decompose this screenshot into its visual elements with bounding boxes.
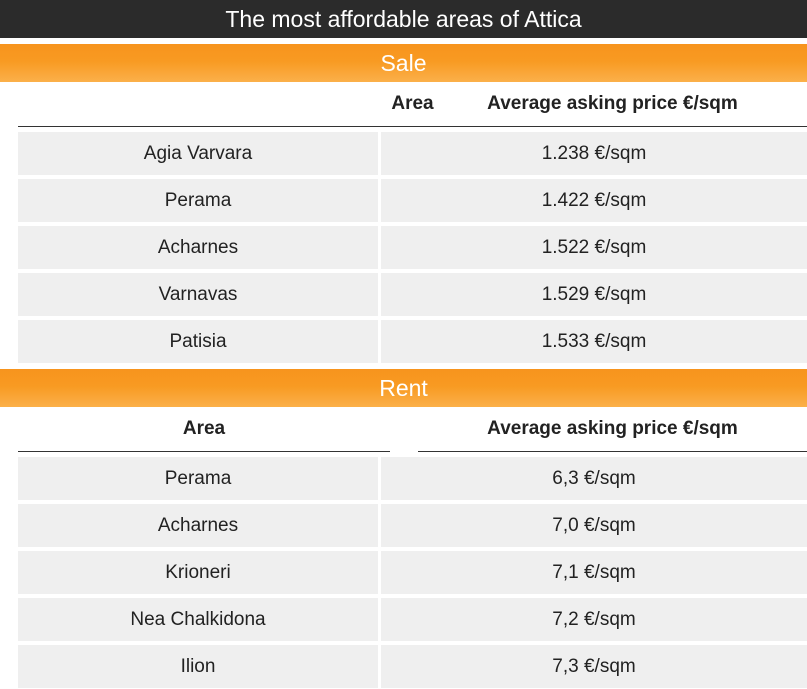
price-cell: 1.529 €/sqm	[381, 273, 807, 316]
column-header-area: Area	[18, 82, 807, 127]
table-row: Perama 1.422 €/sqm	[0, 175, 807, 222]
price-cell: 7,1 €/sqm	[381, 551, 807, 594]
table-row: Patisia 1.533 €/sqm	[0, 316, 807, 363]
price-cell: 1.422 €/sqm	[381, 179, 807, 222]
area-cell: Nea Chalkidona	[18, 598, 378, 641]
area-cell: Acharnes	[18, 226, 378, 269]
table-row: Perama 6,3 €/sqm	[0, 453, 807, 500]
rent-section: Rent Area Average asking price €/sqm Per…	[0, 369, 807, 688]
rent-rows: Perama 6,3 €/sqm Acharnes 7,0 €/sqm Krio…	[0, 453, 807, 688]
area-cell: Varnavas	[18, 273, 378, 316]
price-cell: 7,2 €/sqm	[381, 598, 807, 641]
column-header-price: Average asking price €/sqm	[487, 93, 738, 114]
column-header-area: Area	[18, 407, 390, 452]
table-row: Agia Varvara 1.238 €/sqm	[0, 128, 807, 175]
area-cell: Acharnes	[18, 504, 378, 547]
sale-rows: Agia Varvara 1.238 €/sqm Perama 1.422 €/…	[0, 128, 807, 363]
area-cell: Perama	[18, 179, 378, 222]
price-cell: 1.238 €/sqm	[381, 132, 807, 175]
area-cell: Agia Varvara	[18, 132, 378, 175]
column-headers-sale: Area Average asking price €/sqm	[0, 82, 807, 128]
table-title: The most affordable areas of Attica	[0, 0, 807, 38]
area-cell: Ilion	[18, 645, 378, 688]
price-cell: 1.533 €/sqm	[381, 320, 807, 363]
table-row: Krioneri 7,1 €/sqm	[0, 547, 807, 594]
area-cell: Perama	[18, 457, 378, 500]
column-header-price: Average asking price €/sqm	[418, 407, 807, 452]
price-cell: 7,3 €/sqm	[381, 645, 807, 688]
price-cell: 6,3 €/sqm	[381, 457, 807, 500]
table-row: Acharnes 1.522 €/sqm	[0, 222, 807, 269]
table-row: Ilion 7,3 €/sqm	[0, 641, 807, 688]
area-cell: Krioneri	[18, 551, 378, 594]
section-header-sale: Sale	[0, 44, 807, 82]
price-cell: 1.522 €/sqm	[381, 226, 807, 269]
price-cell: 7,0 €/sqm	[381, 504, 807, 547]
table-row: Nea Chalkidona 7,2 €/sqm	[0, 594, 807, 641]
section-header-rent: Rent	[0, 369, 807, 407]
table-row: Acharnes 7,0 €/sqm	[0, 500, 807, 547]
table-row: Varnavas 1.529 €/sqm	[0, 269, 807, 316]
sale-section: Sale Area Average asking price €/sqm Agi…	[0, 44, 807, 363]
column-headers-rent: Area Average asking price €/sqm	[0, 407, 807, 453]
area-cell: Patisia	[18, 320, 378, 363]
